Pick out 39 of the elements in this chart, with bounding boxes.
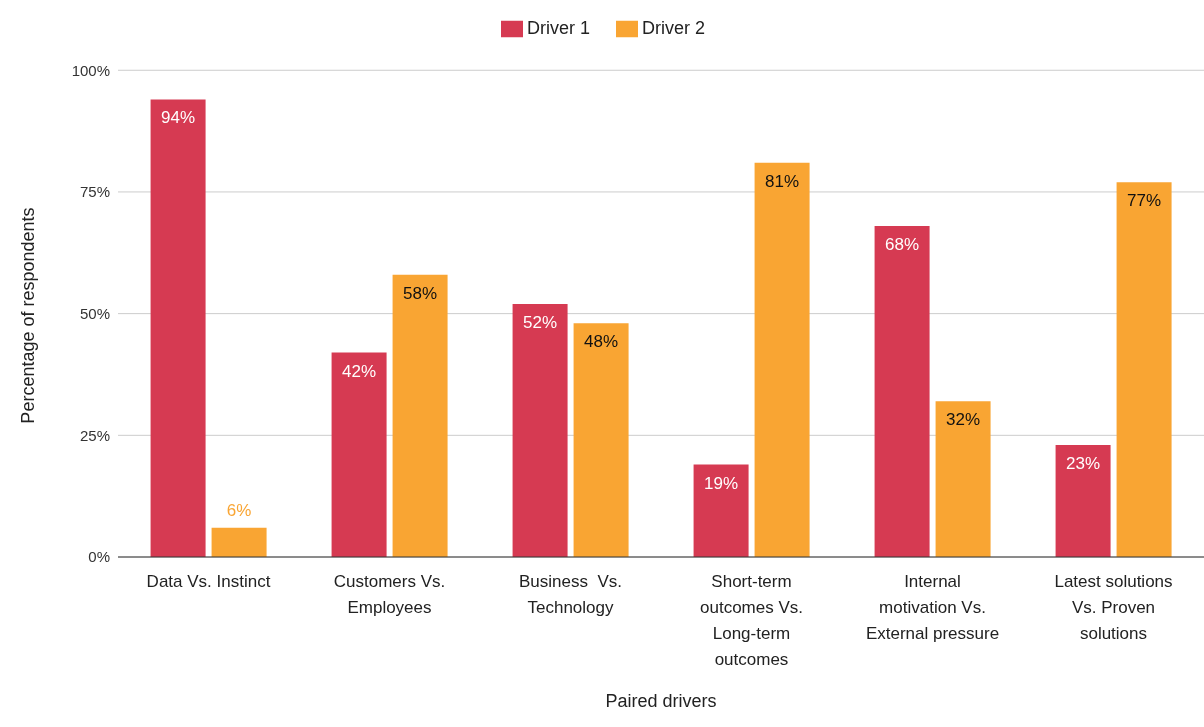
x-tick-label: Internal motivation Vs. External pressure (865, 572, 1000, 643)
bar (754, 162, 810, 557)
y-tick-label: 50% (79, 304, 110, 322)
y-axis-title: Percentage of respondents (18, 207, 39, 424)
bar (1116, 182, 1172, 557)
x-tick-label: Latest solutions Vs. Proven solutions (1054, 572, 1173, 643)
bar (512, 303, 568, 557)
bar (693, 464, 749, 557)
legend-label: Driver 2 (642, 18, 706, 38)
bar (935, 401, 991, 557)
data-label: 81% (765, 171, 800, 191)
bar (874, 226, 930, 557)
bar (150, 99, 206, 557)
bar (331, 352, 387, 557)
y-tick-label: 100% (71, 61, 110, 79)
data-label: 68% (885, 235, 920, 255)
data-label: 77% (1127, 191, 1162, 211)
bar (211, 527, 267, 557)
x-axis-title: Paired drivers (605, 691, 717, 711)
y-tick-label: 75% (79, 183, 110, 201)
data-label: 23% (1066, 454, 1101, 474)
x-tick-label: Data Vs. Instinct (146, 572, 271, 591)
legend-label: Driver 1 (526, 18, 590, 38)
data-label: 6% (226, 500, 252, 520)
data-label: 42% (342, 361, 377, 381)
x-tick-label: Customers Vs. Employees (333, 572, 446, 617)
data-label: 32% (946, 410, 981, 430)
data-label: 48% (584, 332, 619, 352)
y-tick-label: 25% (79, 426, 110, 444)
y-tick-label: 0% (88, 548, 110, 566)
data-label: 19% (704, 473, 739, 493)
data-label: 58% (403, 283, 438, 303)
bar (573, 323, 629, 557)
data-label: 94% (161, 108, 196, 128)
x-tick-label: Short-term outcomes Vs. Long-term outcomes (700, 572, 803, 669)
x-tick-label: Business Vs. Technology (519, 572, 622, 617)
bar (392, 274, 448, 557)
data-label: 52% (523, 312, 558, 332)
bar (1055, 445, 1111, 557)
